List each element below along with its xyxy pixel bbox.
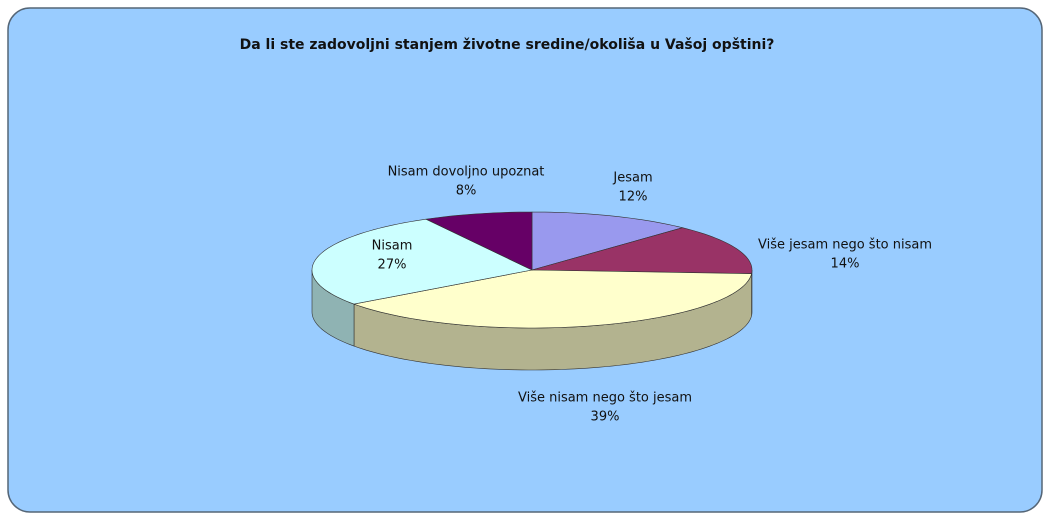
slice <box>352 269 752 329</box>
data-label-name: Nisam dovoljno upoznat <box>388 165 545 180</box>
slice <box>531 211 684 271</box>
data-label-value: 27% <box>378 258 407 273</box>
data-label-value: 39% <box>591 410 620 425</box>
chart-title: Da li ste zadovoljni stanjem životne sre… <box>240 37 775 53</box>
data-label-name: Više jesam nego što nisam <box>758 238 932 253</box>
data-label-value: 14% <box>831 257 860 272</box>
data-label-name: Više nisam nego što jesam <box>518 391 692 406</box>
slice <box>424 211 533 271</box>
data-label-name: Jesam <box>612 171 652 186</box>
data-label-value: 8% <box>456 184 477 199</box>
data-label-value: 12% <box>619 190 648 205</box>
slice <box>311 218 533 305</box>
data-label-name: Nisam <box>372 239 413 254</box>
slice <box>531 227 753 274</box>
